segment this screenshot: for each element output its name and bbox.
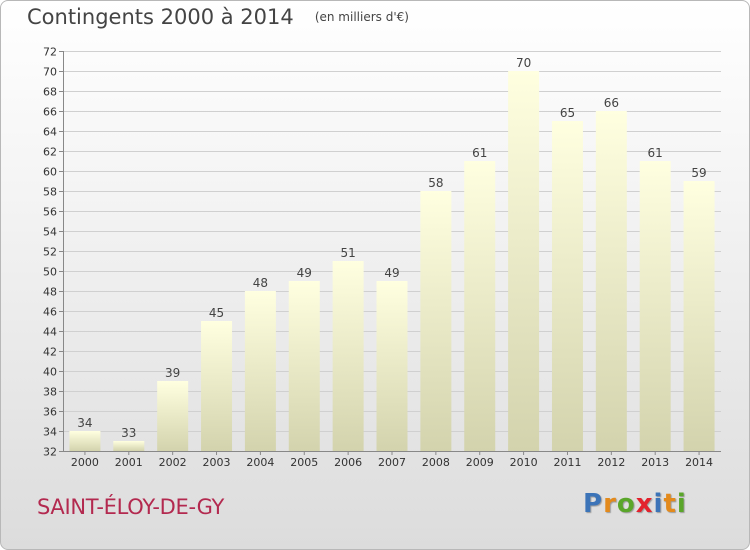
logo-letter: P <box>583 489 604 519</box>
bar <box>376 281 408 451</box>
data-label: 48 <box>253 276 268 290</box>
bar <box>244 291 276 451</box>
y-tick-label: 34 <box>43 426 57 439</box>
bar <box>420 191 452 451</box>
chart-title: Contingents 2000 à 2014 <box>27 5 294 29</box>
y-tick-label: 66 <box>43 106 57 119</box>
x-tick-label: 2012 <box>597 456 625 469</box>
y-tick-label: 60 <box>43 166 57 179</box>
data-label: 51 <box>340 246 355 260</box>
bar <box>595 111 627 451</box>
bar <box>332 261 364 451</box>
x-tick-label: 2003 <box>203 456 231 469</box>
y-tick-label: 40 <box>43 366 57 379</box>
logo-letter: x <box>635 489 654 519</box>
y-tick-label: 42 <box>43 346 57 359</box>
bar <box>508 71 540 451</box>
x-tick-label: 2010 <box>510 456 538 469</box>
y-tick-label: 64 <box>43 126 57 139</box>
data-label: 65 <box>560 106 575 120</box>
bar <box>69 431 101 451</box>
data-label: 58 <box>428 176 443 190</box>
x-tick-label: 2011 <box>553 456 581 469</box>
data-label: 66 <box>604 96 619 110</box>
bar <box>464 161 496 451</box>
x-tick-label: 2009 <box>466 456 494 469</box>
x-tick-label: 2014 <box>685 456 713 469</box>
data-label: 59 <box>691 166 706 180</box>
data-label: 49 <box>384 266 399 280</box>
chart-subtitle: (en milliers d'€) <box>314 10 409 24</box>
x-tick-label: 2008 <box>422 456 450 469</box>
logo-letter: i <box>653 489 664 519</box>
y-tick-label: 44 <box>43 326 57 339</box>
chart-header: Contingents 2000 à 2014 (en milliers d'€… <box>27 5 409 29</box>
y-tick-label: 38 <box>43 386 57 399</box>
y-tick-label: 50 <box>43 266 57 279</box>
data-label: 61 <box>648 146 663 160</box>
x-tick-label: 2006 <box>334 456 362 469</box>
logo-letter: o <box>616 489 636 519</box>
y-tick-label: 48 <box>43 286 57 299</box>
bar <box>639 161 671 451</box>
y-tick-label: 70 <box>43 66 57 79</box>
bar <box>201 321 233 451</box>
commune-name: SAINT-ÉLOY-DE-GY <box>37 495 225 519</box>
bar <box>288 281 320 451</box>
y-tick-label: 52 <box>43 246 57 259</box>
bar <box>551 121 583 451</box>
y-tick-label: 68 <box>43 86 57 99</box>
logo-letter: r <box>603 489 617 519</box>
data-label: 33 <box>121 426 136 440</box>
bars <box>69 71 715 451</box>
x-tick-label: 2000 <box>71 456 99 469</box>
x-tick-label: 2001 <box>115 456 143 469</box>
y-tick-label: 54 <box>43 226 57 239</box>
data-label: 61 <box>472 146 487 160</box>
y-tick-label: 58 <box>43 186 57 199</box>
x-tick-label: 2005 <box>290 456 318 469</box>
x-tick-label: 2013 <box>641 456 669 469</box>
proxiti-logo[interactable]: Proxiti <box>583 489 687 519</box>
data-label: 34 <box>77 416 92 430</box>
data-label: 39 <box>165 366 180 380</box>
y-tick-label: 56 <box>43 206 57 219</box>
logo-letter: t <box>663 489 677 519</box>
y-tick-label: 36 <box>43 406 57 419</box>
y-tick-label: 46 <box>43 306 57 319</box>
data-labels: 34 33 39 45 48 49 51 49 58 61 70 65 66 61 59 <box>77 56 706 440</box>
y-tick-label: 62 <box>43 146 57 159</box>
axes: 32 34 36 38 40 42 44 46 48 50 52 54 56 58 60 62 64 66 68 70… <box>43 46 721 469</box>
data-label: 45 <box>209 306 224 320</box>
x-tick-label: 2007 <box>378 456 406 469</box>
data-label: 70 <box>516 56 531 70</box>
x-tick-label: 2002 <box>159 456 187 469</box>
y-tick-label: 32 <box>43 446 57 459</box>
x-tick-label: 2004 <box>246 456 274 469</box>
data-label: 49 <box>297 266 312 280</box>
bar <box>113 441 145 451</box>
bar <box>157 381 189 451</box>
bar <box>683 181 715 451</box>
logo-letter: i <box>676 489 687 519</box>
y-tick-label: 72 <box>43 46 57 59</box>
